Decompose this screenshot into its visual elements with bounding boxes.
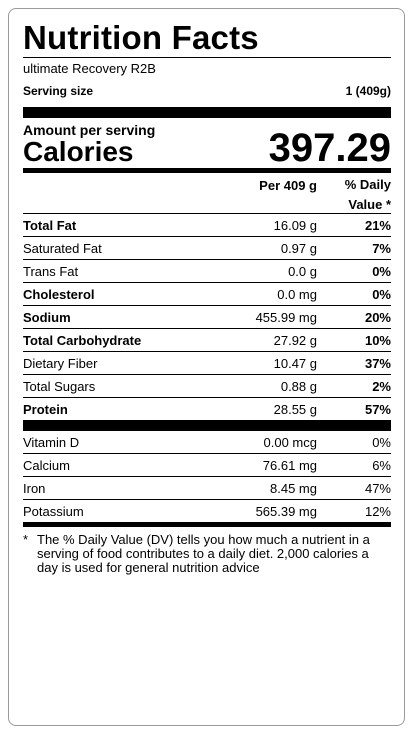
vitamin-row: Potassium 565.39 mg 12% (23, 500, 391, 522)
nutrient-daily-value: 0% (372, 434, 391, 450)
divider-thick (23, 420, 391, 431)
nutrient-amount: 76.61 mg (262, 457, 317, 473)
nutrient-daily-value: 21% (364, 217, 391, 233)
footnote: * The % Daily Value (DV) tells you how m… (23, 533, 391, 575)
nutrient-name: Saturated Fat (23, 240, 102, 256)
divider (23, 213, 391, 214)
nutrient-name: Total Carbohydrate (23, 332, 142, 348)
nutrient-amount: 565.39 mg (255, 503, 317, 519)
nutrient-name: Iron (23, 480, 46, 496)
footnote-star: * (23, 532, 29, 547)
nutrient-name: Total Fat (23, 217, 77, 233)
nutrient-row: Trans Fat 0.0 g 0% (23, 260, 391, 283)
nutrient-name: Sodium (23, 309, 71, 325)
nutrition-label-card: Nutrition Facts ultimate Recovery R2B Se… (8, 8, 405, 726)
nutrient-name: Dietary Fiber (23, 355, 98, 371)
calories-label: Calories (23, 136, 134, 167)
nutrient-name: Potassium (23, 503, 84, 519)
nutrient-amount: 455.99 mg (255, 309, 317, 325)
nutrient-daily-value: 37% (364, 355, 391, 371)
nutrient-amount: 27.92 g (273, 332, 317, 348)
nutrient-name: Vitamin D (23, 434, 80, 450)
vitamin-list: Vitamin D 0.00 mcg 0% Calcium 76.61 mg 6% Iron… (23, 431, 391, 522)
nutrient-row: Total Sugars 0.88 g 2% (23, 375, 391, 398)
nutrient-amount: 0.0 mg (277, 286, 317, 302)
nutrient-row: Cholesterol 0.0 mg 0% (23, 283, 391, 306)
calories-row: Calories 397.29 (23, 128, 391, 168)
nutrient-name: Trans Fat (23, 263, 79, 279)
nutrient-row: Total Carbohydrate 27.92 g 10% (23, 329, 391, 352)
nutrient-list: Total Fat 16.09 g 21% Saturated Fat 0.97 g 7%… (23, 214, 391, 420)
vitamin-row: Iron 8.45 mg 47% (23, 477, 391, 500)
label-title: Nutrition Facts (23, 19, 259, 56)
nutrient-daily-value: 10% (364, 332, 391, 348)
nutrient-daily-value: 57% (364, 401, 391, 417)
nutrient-daily-value: 2% (372, 378, 391, 394)
nutrition-label: Nutrition Facts ultimate Recovery R2B Se… (23, 19, 391, 575)
divider-medium (23, 168, 391, 173)
serving-size-label: Serving size (23, 84, 94, 98)
nutrient-amount: 16.09 g (273, 217, 317, 233)
nutrient-name: Cholesterol (23, 286, 95, 302)
divider (23, 57, 391, 58)
nutrient-amount: 0.00 mcg (263, 434, 317, 450)
calories-value: 397.29 (268, 126, 391, 170)
product-name: ultimate Recovery R2B (23, 61, 156, 76)
nutrient-name: Total Sugars (23, 378, 96, 394)
footnote-text: The % Daily Value (DV) tells you how muc… (37, 532, 370, 575)
nutrient-row: Protein 28.55 g 57% (23, 398, 391, 420)
serving-size-value: 1 (409g) (345, 84, 391, 98)
nutrient-amount: 28.55 g (273, 401, 317, 417)
per-serving-header: Per 409 g (259, 178, 317, 193)
nutrient-row: Total Fat 16.09 g 21% (23, 214, 391, 237)
nutrient-amount: 0.88 g (280, 378, 317, 394)
nutrient-daily-value: 6% (372, 457, 391, 473)
nutrient-daily-value: 7% (372, 240, 391, 256)
nutrient-amount: 0.97 g (280, 240, 317, 256)
nutrient-daily-value: 0% (372, 263, 391, 279)
column-header: Per 409 g % Daily Value * (23, 173, 391, 213)
vitamin-row: Vitamin D 0.00 mcg 0% (23, 431, 391, 454)
nutrient-amount: 0.0 g (288, 263, 317, 279)
nutrient-name: Calcium (23, 457, 70, 473)
vitamin-row: Calcium 76.61 mg 6% (23, 454, 391, 477)
nutrient-daily-value: 47% (364, 480, 391, 496)
nutrient-daily-value: 20% (364, 309, 391, 325)
daily-value-header: % Daily Value * (344, 177, 391, 212)
nutrient-daily-value: 12% (364, 503, 391, 519)
nutrient-amount: 8.45 mg (270, 480, 317, 496)
divider-thick (23, 107, 391, 118)
serving-size-row: Serving size 1 (409g) (23, 83, 391, 99)
divider-medium (23, 522, 391, 527)
amount-per-serving: Amount per serving (23, 122, 156, 138)
nutrient-name: Protein (23, 401, 68, 417)
nutrient-amount: 10.47 g (273, 355, 317, 371)
nutrient-row: Sodium 455.99 mg 20% (23, 306, 391, 329)
nutrient-row: Dietary Fiber 10.47 g 37% (23, 352, 391, 375)
nutrient-daily-value: 0% (372, 286, 391, 302)
nutrient-row: Saturated Fat 0.97 g 7% (23, 237, 391, 260)
